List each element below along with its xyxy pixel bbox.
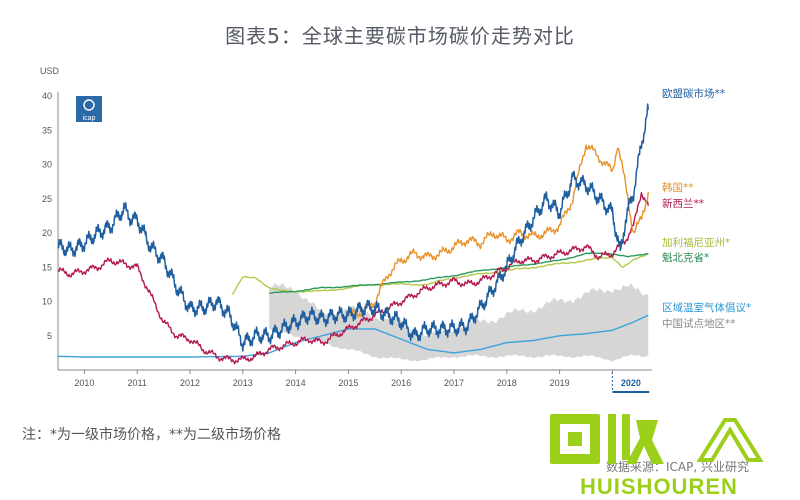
legend-label-china: 中国试点地区** [662,317,736,330]
series-korea-line [348,144,649,318]
y-tick-label: 10 [42,297,52,307]
y-tick-label: 25 [42,194,52,204]
legend-label-korea: 韩国** [662,181,694,194]
x-tick-label: 2020 [621,378,641,388]
y-tick-label: 30 [42,160,52,170]
y-tick-label: 40 [42,91,52,101]
x-tick-label: 2019 [550,378,570,388]
watermark-logo: HUISHOUREN [540,410,790,498]
y-tick-label: 5 [47,331,52,341]
series-eu-line [57,103,650,352]
legend-label-rggi: 区域温室气体倡议* [662,301,751,314]
y-tick-label: 15 [42,262,52,272]
icap-logo-globe [83,99,95,111]
x-tick-label: 2014 [286,378,306,388]
x-tick-label: 2011 [128,378,147,388]
series-quebec-line [269,252,649,294]
legend-label-nz: 新西兰** [662,197,704,210]
x-tick-label: 2018 [497,378,517,388]
series-california-line [231,252,649,295]
x-tick-label: 2010 [74,378,94,388]
legend-label-eu: 欧盟碳市场** [662,87,725,100]
source-note: 数据来源：ICAP, 兴业研究 [606,460,749,474]
svg-text:HUISHOUREN: HUISHOUREN [580,474,738,498]
series-nz-line [57,192,649,365]
x-tick-label: 2013 [233,378,253,388]
y-tick-label: 35 [42,125,52,135]
x-tick-label: 2017 [444,378,464,388]
y-tick-label: 20 [42,228,52,238]
x-tick-label: 2016 [391,378,411,388]
y-axis-label: USD [40,66,60,76]
series-china-area [269,282,649,362]
legend-label-quebec: 魁北克省* [662,251,709,264]
legend-label-california: 加利福尼亚州* [662,236,730,249]
footnote: 注：*为一级市场价格，**为二级市场价格 [22,427,281,443]
icap-logo-text: icap [83,115,96,122]
x-tick-label: 2012 [180,378,200,388]
chart-title: 图表5：全球主要碳市场碳价走势对比 [225,24,575,48]
x-tick-label: 2015 [338,378,358,388]
